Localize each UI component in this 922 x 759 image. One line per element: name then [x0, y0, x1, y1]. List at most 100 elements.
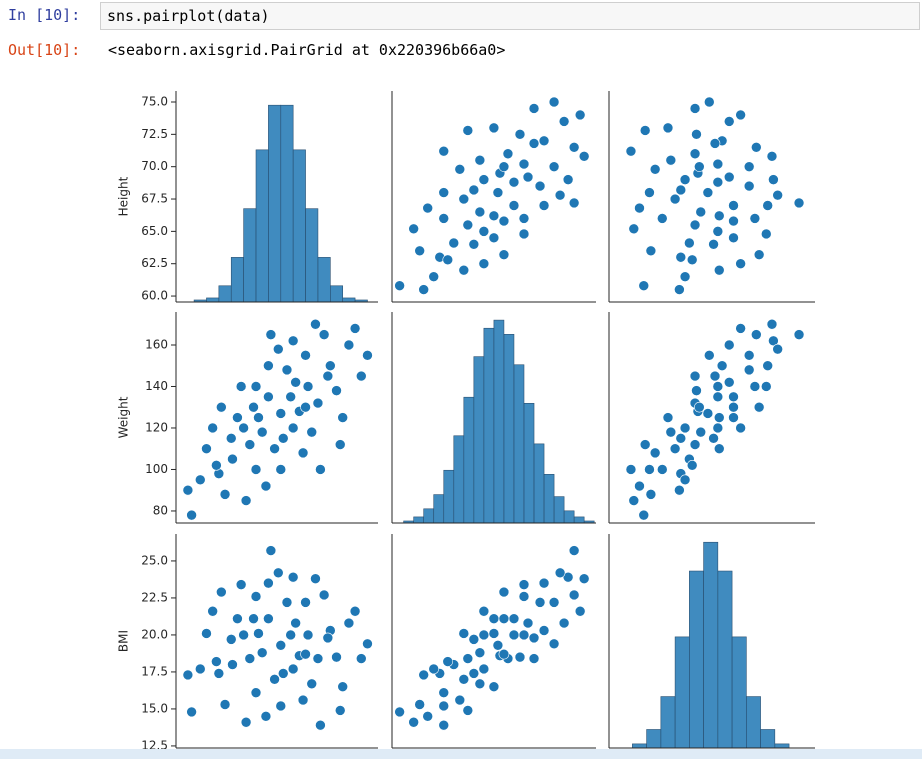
- scatter-point: [753, 401, 765, 413]
- y-tick-label: 120: [145, 420, 168, 434]
- scatter-point: [273, 343, 284, 355]
- scatter-point: [691, 129, 702, 140]
- scatter-point: [723, 377, 735, 388]
- hist-bar: [230, 257, 244, 303]
- hist-bar: [473, 356, 485, 524]
- scatter-point: [548, 161, 560, 172]
- scatter-point: [514, 651, 526, 663]
- scatter-point: [498, 613, 510, 624]
- scatter-point: [674, 484, 685, 496]
- scatter-point: [644, 464, 655, 475]
- hist-bar: [342, 297, 356, 303]
- scatter-point: [702, 187, 714, 198]
- hist-bar: [674, 636, 690, 749]
- scatter-point: [492, 639, 504, 651]
- y-axis-label: BMI: [117, 630, 131, 652]
- panel: [182, 545, 373, 731]
- scatter-point: [760, 381, 772, 392]
- scatter-point: [743, 161, 755, 172]
- scatter-point: [468, 634, 480, 645]
- scatter-point: [186, 706, 197, 718]
- scatter-point: [306, 426, 318, 438]
- scatter-point: [250, 591, 262, 602]
- scatter-point: [514, 129, 526, 140]
- scatter-point: [498, 215, 510, 227]
- scatter-point: [458, 628, 470, 639]
- scatter-point: [716, 360, 728, 372]
- scatter-point: [462, 705, 474, 716]
- scatter-point: [269, 674, 280, 685]
- scatter-point: [728, 200, 739, 211]
- hist-bar: [305, 208, 319, 303]
- scatter-point: [674, 284, 685, 295]
- scatter-point: [362, 350, 373, 361]
- scatter-point: [355, 653, 367, 664]
- scatter-point: [709, 370, 721, 382]
- y-tick-label: 160: [145, 337, 168, 351]
- hist-bar: [433, 494, 445, 524]
- scatter-point: [253, 412, 264, 423]
- y-tick-label: 25.0: [141, 553, 168, 567]
- y-tick-label: 17.5: [141, 664, 168, 678]
- scatter-point: [201, 443, 212, 455]
- scatter-point: [248, 401, 259, 413]
- scatter-point: [708, 433, 719, 444]
- scatter-point: [263, 360, 274, 372]
- scatter-point: [498, 586, 510, 598]
- scatter-point: [766, 151, 778, 162]
- panel: [182, 318, 373, 521]
- scatter-point: [728, 401, 739, 413]
- scatter-point: [528, 653, 540, 664]
- scatter-point: [534, 597, 546, 608]
- scatter-point: [743, 364, 755, 376]
- scatter-point: [182, 484, 194, 496]
- hist-bar: [243, 208, 257, 303]
- scatter-point: [749, 213, 761, 224]
- y-tick-label: 12.5: [141, 738, 168, 752]
- scatter-point: [772, 343, 783, 355]
- scatter-point: [518, 228, 530, 240]
- scatter-point: [634, 202, 645, 214]
- scatter-point: [458, 193, 470, 205]
- scatter-point: [644, 187, 655, 198]
- scatter-point: [300, 350, 311, 361]
- scatter-point: [297, 447, 309, 459]
- scatter-point: [522, 171, 534, 183]
- scatter-point: [394, 280, 405, 291]
- y-axis-label: Height: [117, 176, 131, 216]
- hist-bar: [760, 729, 776, 749]
- scatter-point: [253, 628, 264, 639]
- scatter-point: [695, 426, 707, 438]
- scatter-point: [728, 412, 739, 423]
- scatter-point: [219, 699, 231, 710]
- scatter-point: [793, 197, 805, 209]
- code-cell[interactable]: sns.pairplot(data): [100, 2, 920, 30]
- scatter-point: [478, 629, 490, 641]
- scatter-point: [762, 200, 774, 211]
- scatter-point: [538, 135, 550, 147]
- scatter-point: [300, 597, 311, 608]
- scatter-point: [645, 489, 657, 500]
- scatter-point: [244, 653, 256, 664]
- scatter-point: [508, 200, 520, 211]
- scatter-point: [240, 716, 252, 728]
- hist-bar: [423, 508, 435, 524]
- scatter-point: [502, 148, 514, 160]
- hist-bar: [218, 285, 232, 303]
- y-axis-label: Weight: [117, 396, 131, 438]
- scatter-point: [334, 705, 346, 716]
- scatter-point: [418, 284, 429, 295]
- scatter-point: [244, 439, 256, 450]
- scatter-point: [735, 422, 746, 434]
- scatter-point: [408, 716, 419, 728]
- scatter-point: [538, 577, 550, 589]
- scatter-point: [568, 197, 580, 209]
- scatter-point: [275, 408, 287, 419]
- y-tick-label: 20.0: [141, 627, 168, 641]
- scatter-point: [265, 329, 277, 340]
- scatter-point: [662, 412, 674, 423]
- scatter-point: [306, 678, 318, 690]
- scatter-point: [331, 651, 342, 663]
